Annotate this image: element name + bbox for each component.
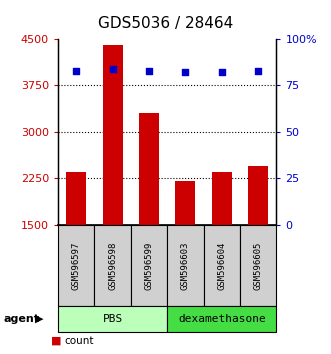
Bar	[248, 166, 268, 225]
Bar	[139, 113, 159, 225]
Bar	[204, 225, 240, 306]
Text: GSM596599: GSM596599	[144, 241, 154, 290]
Text: GSM596603: GSM596603	[181, 241, 190, 290]
Bar	[240, 225, 276, 306]
Point	[183, 69, 188, 75]
Text: dexamethasone: dexamethasone	[178, 314, 266, 324]
Text: GSM596598: GSM596598	[108, 241, 117, 290]
Point	[73, 68, 79, 73]
Text: ▶: ▶	[35, 314, 43, 324]
Point	[256, 68, 261, 73]
Text: GSM596604: GSM596604	[217, 241, 226, 290]
Text: GSM596597: GSM596597	[71, 241, 81, 290]
Bar	[58, 225, 94, 306]
Point	[110, 66, 115, 72]
Bar	[103, 45, 122, 225]
Text: ■: ■	[51, 336, 62, 346]
Bar	[58, 306, 167, 332]
Bar	[175, 181, 195, 225]
Bar	[167, 306, 276, 332]
Bar	[66, 172, 86, 225]
Text: agent: agent	[3, 314, 39, 324]
Bar	[212, 172, 232, 225]
Text: GDS5036 / 28464: GDS5036 / 28464	[98, 16, 233, 31]
Point	[146, 68, 152, 73]
Point	[219, 69, 224, 75]
Text: count: count	[65, 336, 94, 346]
Text: GSM596605: GSM596605	[254, 241, 263, 290]
Bar	[167, 225, 204, 306]
Bar	[94, 225, 131, 306]
Bar	[131, 225, 167, 306]
Text: PBS: PBS	[102, 314, 123, 324]
